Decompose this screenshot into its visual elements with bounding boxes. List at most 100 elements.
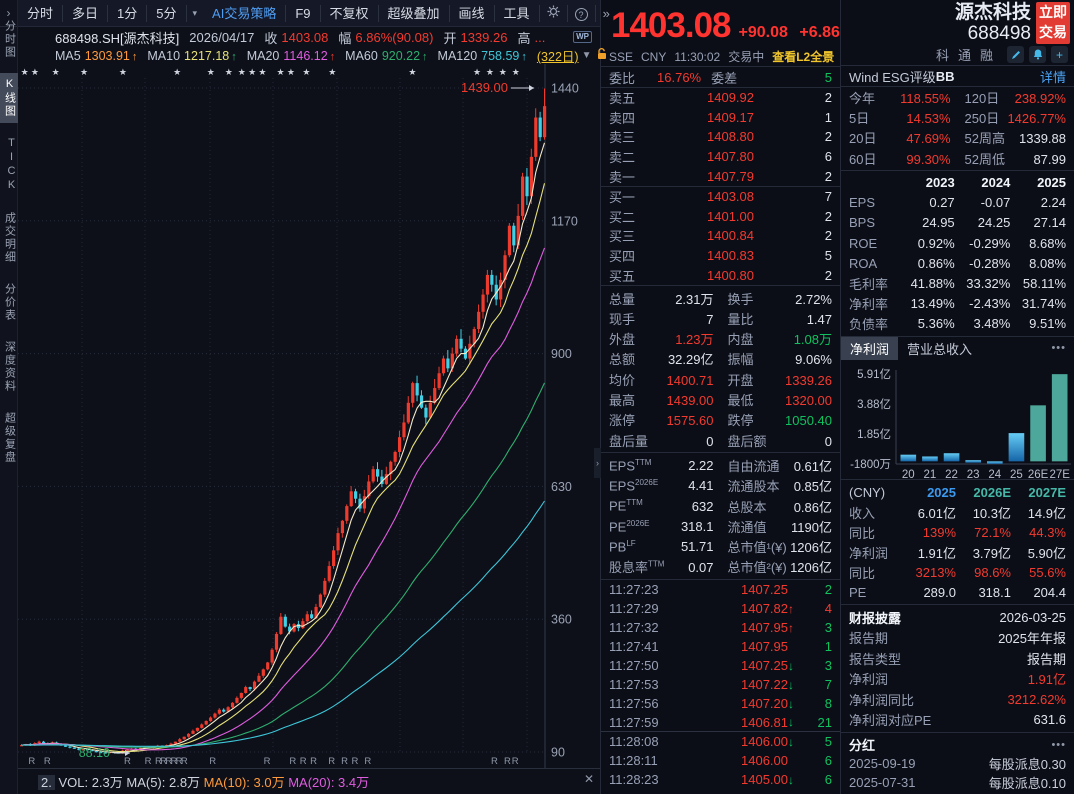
ask-level-5[interactable]: 卖五 1409.92 2 [601,88,840,108]
stat-cell: 总额 32.29亿 [609,349,714,368]
settings-gear-icon[interactable] [540,4,568,22]
collapse-panel-icon[interactable]: › [0,0,17,27]
tick-row-6[interactable]: 11:27:56 1407.20 ↓ 8 [601,694,840,713]
bid-level-1[interactable]: 买一 1403.08 7 [601,187,840,207]
sidebar-tab-3[interactable]: 成交明细 [3,212,16,264]
sidebar-tab-4[interactable]: 分价表 [3,283,16,322]
tick-qty: 6 [824,772,832,788]
esg-detail-link[interactable]: 详情 [1039,69,1066,85]
sidebar-tab-6[interactable]: 超级复盘 [3,412,16,464]
profit-bar-23 [965,460,981,463]
fin-value: 33.32% [966,275,1011,291]
ask-qty: 2 [824,90,832,106]
exchange-label: SSE [609,49,634,64]
stat-value: 7 [706,311,714,327]
ma-label-MA5: MA5 [55,48,81,63]
ex-rights-marker: R [160,756,167,767]
chart-menu-icon[interactable]: ••• [1051,342,1066,355]
perf-row-0: 今年 118.55% 120日 238.92% [841,87,1074,107]
close-indicator-icon[interactable]: ✕ [583,772,594,786]
unlock-icon[interactable] [597,48,608,63]
period-selector[interactable]: (322日) [536,50,579,64]
cny-row-3: 同比 3213% 98.6% 55.6% [841,562,1074,582]
tick-time: 11:27:50 [609,658,659,674]
stat-value: 32.29亿 [667,352,714,368]
ex-rights-marker: R [176,756,183,767]
fin-row-0: EPS 0.27 -0.07 2.24 [841,193,1074,213]
bid-level-3[interactable]: 买三 1400.84 2 [601,226,840,246]
bid-level-5[interactable]: 买五 1400.80 2 [601,265,840,285]
stat-cell: 最高 1439.00 [609,390,714,409]
more-tools-icon[interactable]: » [602,5,610,21]
alert-bell-icon[interactable] [1029,46,1046,64]
stat-value: 0.85亿 [793,479,832,495]
tick-row-7[interactable]: 11:27:59 1406.81 ↓ 21 [601,713,840,733]
ex-rights-marker: R [181,756,188,767]
cny-year-2025: 2025 [927,484,956,500]
ask-level-4[interactable]: 卖四 1409.17 1 [601,108,840,128]
ex-rights-marker: R [44,756,51,767]
tab-total-revenue[interactable]: 营业总收入 [907,341,973,357]
toolbar-item-right-4[interactable]: 画线 [450,4,495,22]
fin-year-2025: 2025 [1037,174,1067,190]
volume-legend-seg-1: VOL: 2.3万 [54,775,123,790]
tick-row-8[interactable]: 11:28:08 1406.00 ↓ 5 [601,732,840,751]
svg-text:1.85亿: 1.85亿 [857,428,891,441]
svg-text:630: 630 [551,480,572,494]
wp-window-icon[interactable]: WP [573,31,592,43]
fin-metric-label: EPS [849,195,876,211]
toolbar-item-right-1[interactable]: F9 [286,4,321,22]
fin-value: -2.43% [969,296,1011,312]
stat-label: 总市值¹(¥) [727,540,787,556]
tab-net-profit[interactable]: 净利润 [841,336,899,360]
toolbar-item-right-2[interactable]: 不复权 [321,4,379,22]
toolbar-item-2[interactable]: 1分 [108,4,148,22]
ask-level-1[interactable]: 卖一 1407.79 2 [601,166,840,186]
tick-row-2[interactable]: 11:27:32 1407.95 ↑ 3 [601,618,840,637]
tick-row-0[interactable]: 11:27:23 1407.25 2 [601,580,840,599]
tick-row-9[interactable]: 11:28:11 1406.00 6 [601,751,840,770]
event-star-icon: ★ [473,67,481,77]
sidebar-tab-1[interactable]: K线图 [0,73,18,123]
tick-direction-icon: ↓ [788,734,794,749]
trade-now-button[interactable]: 立即交易 [1036,2,1070,45]
bid-level-2[interactable]: 买二 1401.00 2 [601,207,840,227]
ex-rights-marker: R [28,756,35,767]
sidebar-tab-0[interactable]: 分时图 [3,20,16,59]
tick-row-10[interactable]: 11:28:23 1405.00 ↓ 6 [601,770,840,789]
esg-rating-row: Wind ESG评级 BB 详情 [841,66,1074,88]
stat-label: 换手 [727,291,754,307]
panel-collapse-handle[interactable]: › [594,448,601,478]
dividend-menu-icon[interactable]: ••• [1051,738,1066,751]
tick-row-1[interactable]: 11:27:29 1407.82 ↑ 4 [601,599,840,618]
kline-chart-area[interactable]: 1440 1170 900 630 360 90 ★ ★ ★ ★ ★ ★ ★ ★ ★ ★ ★ ★ ★ ★ ★ ★ ★ ★ ★ ★ R… [18,64,601,768]
toolbar-item-right-3[interactable]: 超级叠加 [379,4,450,22]
ask-level-3[interactable]: 卖三 1408.80 2 [601,127,840,147]
toolbar-item-right-0[interactable]: AI交易策略 [203,4,287,22]
add-watchlist-icon[interactable]: + [1051,46,1068,64]
tick-row-5[interactable]: 11:27:53 1407.22 ↓ 7 [601,675,840,694]
l2-view-link[interactable]: 查看L2全景 [772,50,835,64]
toolbar-item-1[interactable]: 多日 [63,4,109,22]
toolbar-item-right-5[interactable]: 工具 [495,4,540,22]
bid-level-4[interactable]: 买四 1400.83 5 [601,246,840,266]
tick-row-3[interactable]: 11:27:41 1407.95 1 [601,637,840,656]
sidebar-tab-5[interactable]: 深度资料 [3,341,16,393]
help-icon[interactable]: ? [568,4,596,22]
edit-icon[interactable] [1007,46,1024,64]
stat-cell: 自由流通 0.61亿 [728,456,833,475]
stat-value: 1339.26 [785,372,832,388]
toolbar-item-0[interactable]: 分时 [18,4,64,22]
fin-metric-label: BPS [849,215,876,231]
toolbar-item-3[interactable]: 5分 [147,4,187,22]
period-dropdown-icon[interactable]: ▼ [581,50,592,61]
tick-qty: 5 [824,734,832,750]
event-star-icon: ★ [486,67,494,77]
sidebar-tab-2[interactable]: TICK [5,137,18,193]
cny-metric-label: 收入 [849,505,876,521]
tick-row-4[interactable]: 11:27:50 1407.25 ↓ 3 [601,656,840,675]
timeframe-dropdown-icon[interactable]: ▾ [192,7,198,18]
stat-label: 流通值 [727,519,767,535]
ask-level-2[interactable]: 卖二 1407.80 6 [601,147,840,167]
